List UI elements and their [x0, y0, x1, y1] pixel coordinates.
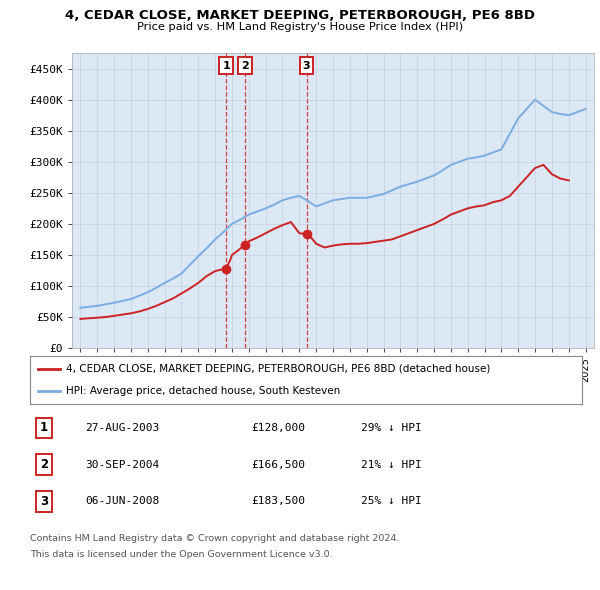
Text: 1: 1 — [222, 61, 230, 71]
Text: 4, CEDAR CLOSE, MARKET DEEPING, PETERBOROUGH, PE6 8BD: 4, CEDAR CLOSE, MARKET DEEPING, PETERBOR… — [65, 9, 535, 22]
Text: HPI: Average price, detached house, South Kesteven: HPI: Average price, detached house, Sout… — [66, 386, 340, 396]
Text: £128,000: £128,000 — [251, 423, 305, 433]
Text: 3: 3 — [40, 495, 48, 508]
Text: 1: 1 — [40, 421, 48, 434]
Text: 2: 2 — [40, 458, 48, 471]
Text: £166,500: £166,500 — [251, 460, 305, 470]
Text: 2: 2 — [241, 61, 248, 71]
Text: 30-SEP-2004: 30-SEP-2004 — [85, 460, 160, 470]
Text: £183,500: £183,500 — [251, 496, 305, 506]
Text: 06-JUN-2008: 06-JUN-2008 — [85, 496, 160, 506]
Text: 3: 3 — [303, 61, 310, 71]
Text: 27-AUG-2003: 27-AUG-2003 — [85, 423, 160, 433]
Text: 29% ↓ HPI: 29% ↓ HPI — [361, 423, 422, 433]
Text: 21% ↓ HPI: 21% ↓ HPI — [361, 460, 422, 470]
Text: This data is licensed under the Open Government Licence v3.0.: This data is licensed under the Open Gov… — [30, 550, 332, 559]
Text: 4, CEDAR CLOSE, MARKET DEEPING, PETERBOROUGH, PE6 8BD (detached house): 4, CEDAR CLOSE, MARKET DEEPING, PETERBOR… — [66, 364, 490, 374]
Text: Contains HM Land Registry data © Crown copyright and database right 2024.: Contains HM Land Registry data © Crown c… — [30, 534, 400, 543]
Text: Price paid vs. HM Land Registry's House Price Index (HPI): Price paid vs. HM Land Registry's House … — [137, 22, 463, 32]
Text: 25% ↓ HPI: 25% ↓ HPI — [361, 496, 422, 506]
